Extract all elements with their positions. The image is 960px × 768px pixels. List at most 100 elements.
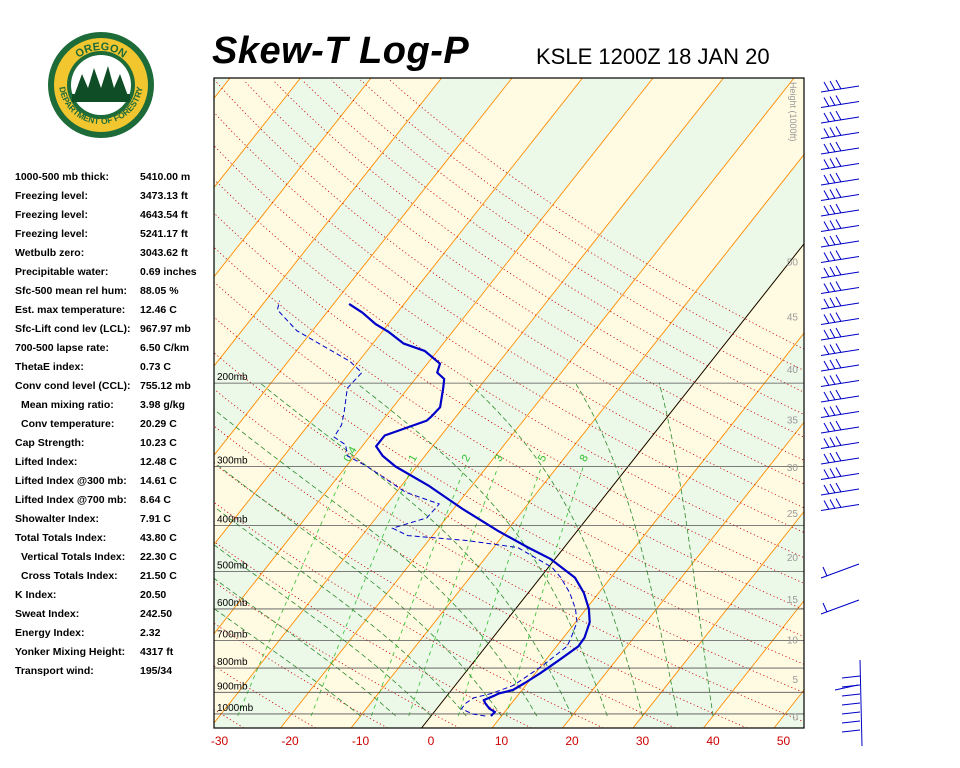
moist-adiabat: [658, 383, 714, 717]
wind-barb-shaft: [820, 318, 860, 325]
height-tick-label: 10: [787, 636, 799, 647]
index-label: 700-500 lapse rate:: [15, 342, 109, 354]
wind-barb-feather: [829, 173, 836, 184]
wind-barb: [820, 250, 860, 263]
index-row: K Index: 20.50: [15, 586, 215, 605]
wind-barb: [820, 436, 860, 449]
index-row: Cross Totals Index: 21.50 C: [15, 567, 215, 586]
wind-barb-feather: [829, 127, 836, 137]
index-value: 7.91 C: [140, 513, 171, 525]
moist-adiabat: [214, 461, 502, 717]
index-value: 195/34: [140, 665, 173, 677]
wind-barb-feather: [841, 711, 861, 715]
wind-barb-shaft: [820, 364, 860, 372]
index-value: 43.80 C: [140, 532, 177, 544]
dry-adiabat: [243, 79, 804, 461]
temperature-band: [214, 78, 794, 728]
wind-barb-feather: [835, 389, 842, 400]
wind-barb-feather: [829, 468, 836, 478]
wind-barb: [820, 358, 860, 372]
wind-barb-feather: [823, 283, 830, 293]
wind-barb-shaft: [820, 457, 860, 465]
dry-adiabat: [214, 581, 460, 728]
wind-barb: [820, 203, 860, 217]
index-row: Showalter Index: 7.91 C: [15, 510, 215, 529]
stability-indices-panel: 1000-500 mb thick: 5410.00 m Freezing leve…: [15, 168, 215, 681]
wind-barb-feather: [829, 282, 836, 292]
index-label: Est. max temperature:: [15, 304, 126, 316]
wind-barb-feather: [823, 360, 830, 371]
pressure-label: 800mb: [217, 657, 248, 668]
wind-barb-shaft: [859, 659, 863, 747]
index-row: Vertical Totals Index: 22.30 C: [15, 548, 215, 567]
wind-barb-shaft: [820, 163, 860, 170]
wind-barb-feather: [835, 250, 842, 260]
dry-adiabat: [214, 111, 804, 509]
index-value: 10.23 C: [140, 437, 177, 449]
index-row: 700-500 lapse rate: 6.50 C/km: [15, 339, 215, 358]
wind-barb-feather: [835, 327, 842, 338]
wind-barb-shaft: [820, 302, 860, 310]
index-label: Cross Totals Index:: [21, 570, 118, 582]
mixing-ratio-label: 5: [536, 453, 549, 464]
index-value: 3.98 g/kg: [140, 399, 185, 411]
moist-adiabat: [575, 382, 679, 717]
index-label: Freezing level:: [15, 190, 88, 202]
wind-barb-feather: [835, 234, 842, 245]
wind-barb-shaft: [820, 147, 860, 155]
wind-barb-feather: [823, 190, 830, 200]
pressure-label: 300mb: [217, 455, 248, 466]
wind-barb-feather: [829, 344, 836, 354]
moist-adiabat: [356, 382, 608, 717]
wind-barb: [820, 312, 860, 325]
wind-barb-shaft: [820, 504, 860, 511]
wind-barb-feather: [829, 483, 836, 494]
pressure-label: 400mb: [217, 515, 248, 526]
wind-barb-feather: [835, 219, 842, 229]
wind-barb-feather: [823, 143, 830, 154]
wind-barb-feather: [835, 126, 842, 136]
isotherm: [0, 78, 19, 728]
index-row: Sweat Index: 242.50: [15, 605, 215, 624]
isotherm: [214, 78, 724, 724]
wind-barb-feather: [829, 204, 836, 215]
temperature-tick-label: 0: [428, 734, 435, 748]
wind-barb-feather: [823, 500, 830, 510]
index-label: Cap Strength:: [15, 437, 85, 449]
index-label: Sweat Index:: [15, 608, 80, 620]
wind-barb-feather: [829, 375, 836, 385]
wind-barb-shaft: [820, 132, 860, 139]
index-value: 5241.17 ft: [140, 228, 188, 240]
isotherm: [214, 78, 231, 100]
index-value: 14.61 C: [140, 475, 177, 487]
height-axis-label: Height (1000ft): [788, 82, 798, 142]
index-row: Cap Strength: 10.23 C: [15, 434, 215, 453]
index-label: Sfc-500 mean rel hum:: [15, 285, 128, 297]
moist-adiabat: [214, 544, 432, 717]
mixing-ratio-label: 2: [460, 453, 473, 464]
wind-barb-feather: [835, 157, 842, 167]
height-tick-label: 20: [787, 553, 799, 564]
dry-adiabat: [214, 246, 804, 611]
index-value: 21.50 C: [140, 570, 177, 582]
wind-barb: [820, 563, 860, 579]
mixing-ratio-line: [371, 466, 466, 717]
index-value: 20.50: [140, 589, 167, 601]
wind-barb-feather: [835, 172, 842, 183]
wind-barb-feather: [823, 345, 830, 355]
index-value: 5410.00 m: [140, 171, 191, 183]
index-label: Lifted Index:: [15, 456, 78, 468]
wind-barb-shaft: [820, 256, 860, 263]
mixing-ratio-label: 1: [407, 453, 420, 464]
wind-barb-feather: [835, 265, 842, 276]
temperature-profile: [348, 302, 591, 717]
wind-barb-feather: [829, 111, 836, 122]
dewpoint-profile: [276, 300, 578, 717]
wind-barb-shaft: [820, 488, 860, 496]
temperature-tick-label: -10: [352, 734, 370, 748]
wind-barb-feather: [835, 79, 842, 90]
index-row: Lifted Index @700 mb: 8.64 C: [15, 491, 215, 510]
index-label: Lifted Index @700 mb:: [15, 494, 127, 506]
height-tick-label: 35: [787, 415, 799, 426]
index-row: ThetaE index: 0.73 C: [15, 358, 215, 377]
